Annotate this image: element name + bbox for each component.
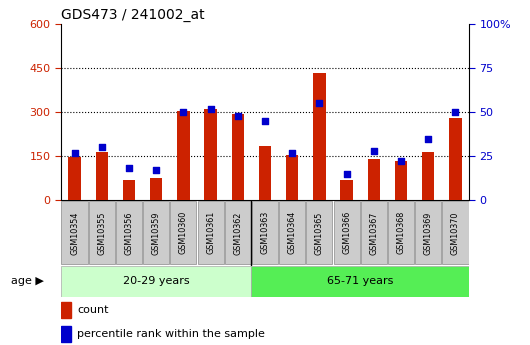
Point [288,150,296,155]
Bar [61,302,71,318]
FancyBboxPatch shape [198,201,224,264]
Bar [368,159,380,200]
Text: percentile rank within the sample: percentile rank within the sample [77,329,265,339]
Text: age ▶: age ▶ [11,276,43,286]
Bar [205,109,217,200]
FancyBboxPatch shape [251,266,469,297]
Text: GSM10356: GSM10356 [125,211,134,255]
Bar [286,155,298,200]
FancyBboxPatch shape [252,201,278,264]
Bar [232,114,244,200]
Bar [340,179,353,200]
Text: GSM10370: GSM10370 [451,211,460,255]
Point [369,148,378,154]
Bar [95,152,108,200]
Bar [422,152,435,200]
Text: GSM10360: GSM10360 [179,211,188,255]
Bar [61,326,71,342]
FancyBboxPatch shape [443,201,469,264]
Point [397,159,405,164]
Bar [395,160,407,200]
Text: count: count [77,305,109,315]
FancyBboxPatch shape [61,201,87,264]
Point [424,136,432,141]
Point [152,167,161,173]
FancyBboxPatch shape [279,201,305,264]
Bar [68,157,81,200]
Text: GSM10365: GSM10365 [315,211,324,255]
FancyBboxPatch shape [333,201,360,264]
Text: GSM10361: GSM10361 [206,211,215,255]
Point [261,118,269,124]
Text: GSM10363: GSM10363 [261,211,269,255]
Point [451,109,460,115]
FancyBboxPatch shape [143,201,169,264]
Text: GSM10366: GSM10366 [342,211,351,255]
Point [70,150,79,155]
FancyBboxPatch shape [388,201,414,264]
Text: GSM10354: GSM10354 [70,211,79,255]
Bar [313,72,325,200]
Point [98,145,106,150]
Point [125,166,133,171]
Point [206,106,215,111]
FancyBboxPatch shape [116,201,142,264]
Text: GSM10355: GSM10355 [98,211,106,255]
Text: 65-71 years: 65-71 years [327,276,393,286]
Text: GSM10364: GSM10364 [288,211,297,255]
Point [234,113,242,118]
Bar [449,118,462,200]
Bar [259,146,271,200]
Point [179,109,188,115]
FancyBboxPatch shape [225,201,251,264]
Text: GSM10369: GSM10369 [424,211,432,255]
Text: 20-29 years: 20-29 years [123,276,190,286]
Bar [150,178,162,200]
FancyBboxPatch shape [306,201,332,264]
Text: GSM10368: GSM10368 [396,211,405,255]
FancyBboxPatch shape [361,201,387,264]
Text: GSM10359: GSM10359 [152,211,161,255]
Bar [177,111,190,200]
FancyBboxPatch shape [89,201,115,264]
Text: GSM10362: GSM10362 [233,211,242,255]
Text: GDS473 / 241002_at: GDS473 / 241002_at [61,8,205,22]
Point [342,171,351,177]
Bar [123,180,135,200]
FancyBboxPatch shape [170,201,197,264]
Text: GSM10367: GSM10367 [369,211,378,255]
FancyBboxPatch shape [415,201,441,264]
Point [315,101,324,106]
FancyBboxPatch shape [61,266,251,297]
